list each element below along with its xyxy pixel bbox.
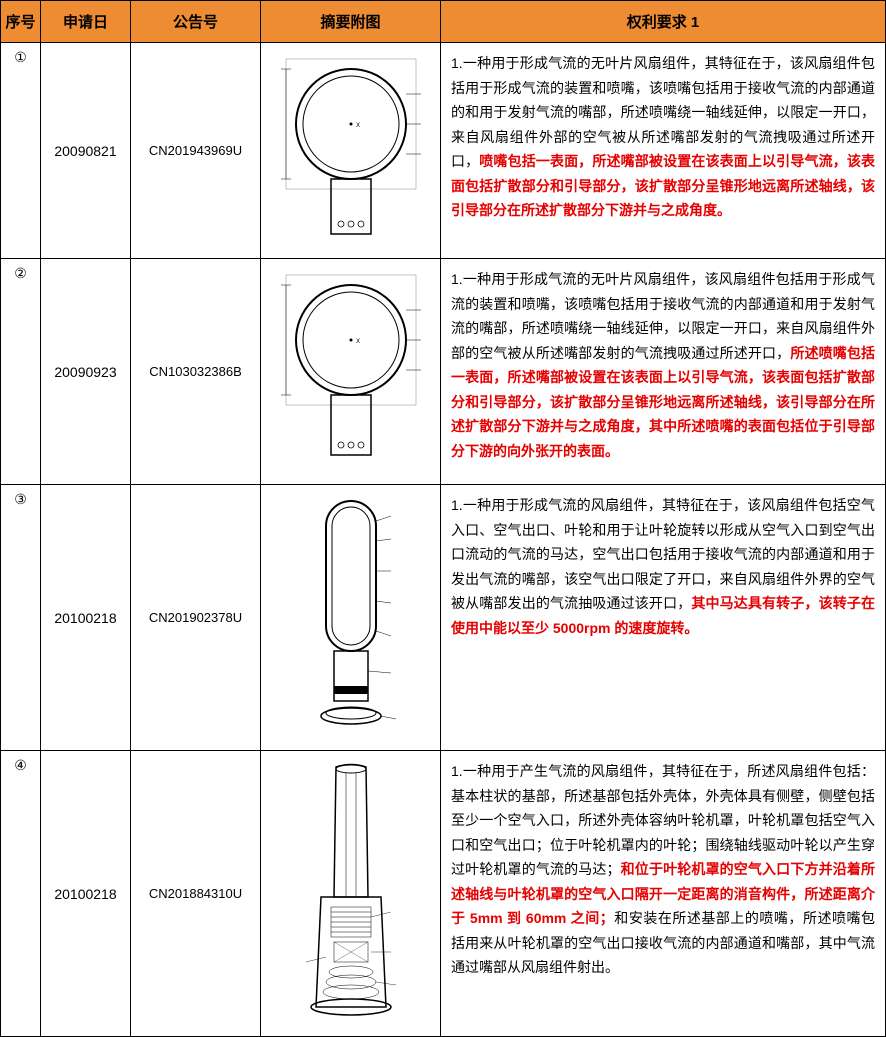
- cell-drawing: X: [261, 259, 441, 485]
- cell-drawing: [261, 485, 441, 751]
- header-row: 序号 申请日 公告号 摘要附图 权利要求 1: [1, 1, 886, 43]
- patent-drawing-tower-fan-cutaway: [276, 757, 426, 1027]
- header-claim: 权利要求 1: [441, 1, 886, 43]
- cell-date: 20090821: [41, 43, 131, 259]
- cell-pub: CN201902378U: [131, 485, 261, 751]
- cell-drawing: [261, 751, 441, 1037]
- table-row: ③ 20100218 CN201902378U: [1, 485, 886, 751]
- cell-drawing: X: [261, 43, 441, 259]
- cell-seq: ④: [1, 751, 41, 1037]
- cell-date: 20100218: [41, 485, 131, 751]
- table-row: ④ 20100218 CN201884310U: [1, 751, 886, 1037]
- patent-table: 序号 申请日 公告号 摘要附图 权利要求 1 ① 20090821 CN2019…: [0, 0, 886, 1037]
- header-pub: 公告号: [131, 1, 261, 43]
- cell-claim: 1.一种用于形成气流的无叶片风扇组件，该风扇组件包括用于形成气流的装置和喷嘴，该…: [441, 259, 886, 485]
- cell-claim: 1.一种用于产生气流的风扇组件，其特征在于，所述风扇组件包括：基本柱状的基部，所…: [441, 751, 886, 1037]
- svg-text:X: X: [356, 339, 360, 345]
- cell-claim: 1.一种用于形成气流的风扇组件，其特征在于，该风扇组件包括空气入口、空气出口、叶…: [441, 485, 886, 751]
- cell-seq: ③: [1, 485, 41, 751]
- header-date: 申请日: [41, 1, 131, 43]
- header-seq: 序号: [1, 1, 41, 43]
- table-row: ① 20090821 CN201943969U X: [1, 43, 886, 259]
- claim-highlight: 所述喷嘴包括一表面，所述嘴部被设置在该表面上以引导气流，该表面包括扩散部分和引导…: [451, 345, 875, 459]
- cell-pub: CN201884310U: [131, 751, 261, 1037]
- table-row: ② 20090923 CN103032386B X: [1, 259, 886, 485]
- cell-pub: CN201943969U: [131, 43, 261, 259]
- cell-date: 20090923: [41, 259, 131, 485]
- claim-text: 1.一种用于形成气流的风扇组件，其特征在于，该风扇组件包括空气入口、空气出口、叶…: [451, 497, 875, 611]
- claim-text: 1.一种用于形成气流的无叶片风扇组件，其特征在于，该风扇组件包括用于形成气流的装…: [451, 55, 875, 169]
- claim-highlight: 喷嘴包括一表面，所述嘴部被设置在该表面上以引导气流，该表面包括扩散部分和引导部分…: [451, 153, 875, 218]
- svg-text:X: X: [356, 123, 360, 129]
- cell-seq: ②: [1, 259, 41, 485]
- patent-drawing-circular-fan: X: [276, 265, 426, 475]
- patent-drawing-oval-fan: [286, 491, 416, 741]
- cell-claim: 1.一种用于形成气流的无叶片风扇组件，其特征在于，该风扇组件包括用于形成气流的装…: [441, 43, 886, 259]
- patent-drawing-circular-fan: X: [276, 49, 426, 249]
- cell-date: 20100218: [41, 751, 131, 1037]
- cell-pub: CN103032386B: [131, 259, 261, 485]
- header-img: 摘要附图: [261, 1, 441, 43]
- cell-seq: ①: [1, 43, 41, 259]
- claim-text: 1.一种用于产生气流的风扇组件，其特征在于，所述风扇组件包括：基本柱状的基部，所…: [451, 763, 875, 877]
